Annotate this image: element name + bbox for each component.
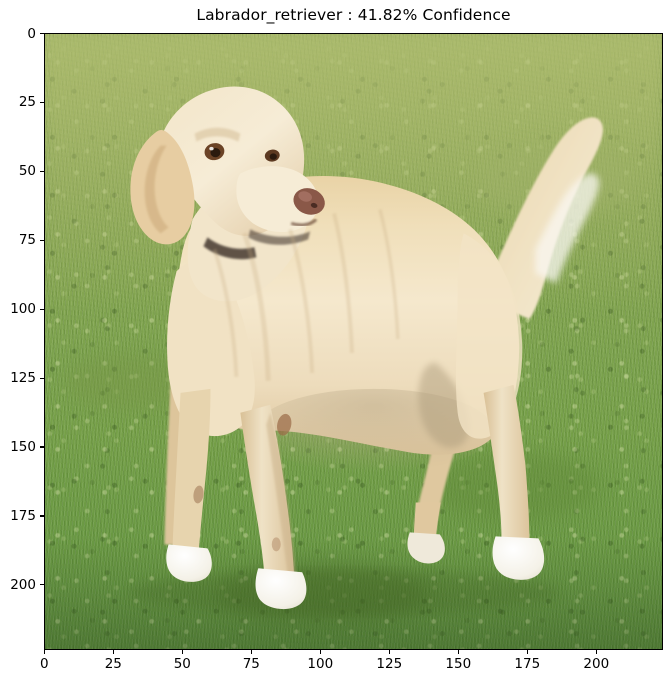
plot-title: Labrador_retriever : 41.82% Confidence [196,6,511,24]
dog-eye-far-pupil [269,153,277,160]
x-tick-label-200: 200 [583,656,610,672]
x-tick-25 [112,650,114,654]
dog-marking-elbow [277,413,292,436]
y-tick-label-75: 75 [18,232,36,249]
x-tick-label-0: 0 [40,656,49,672]
dog-near-front-leg [240,404,295,579]
y-tick-label-125: 125 [10,370,36,386]
dog-near-front-leg-shadow [266,412,297,579]
y-tick-50 [40,170,44,173]
y-tick-25 [40,101,44,104]
dog-photograph [45,34,662,649]
dog-front-leg-back [172,388,211,555]
image-axes [44,33,663,650]
x-tick-0 [43,650,45,654]
x-tick-50 [181,650,183,654]
x-tick-label-150: 150 [445,656,472,672]
y-tick-125 [40,377,44,379]
dog-marking-pastern [271,537,281,552]
y-tick-0 [40,33,44,35]
y-tick-label-50: 50 [18,163,36,180]
x-tick-200 [595,650,597,654]
x-tick-label-175: 175 [514,656,541,672]
dog-nostril [310,202,318,208]
dog-far-hind-paw [407,532,445,564]
x-tick-label-125: 125 [376,656,403,672]
x-tick-75 [250,650,252,654]
dog-marking-leg [193,485,204,504]
dog-ear-shading [144,145,169,234]
y-tick-175 [40,515,44,517]
y-tick-label-25: 25 [18,94,36,111]
dog-eye-near-pupil [210,148,221,158]
dog-near-hind-leg [483,384,530,543]
dog-muzzle [236,166,319,233]
y-tick-label-0: 0 [27,25,36,42]
y-tick-100 [40,308,44,310]
y-tick-label-100: 100 [10,301,36,318]
dog-front-paw-back [166,544,212,582]
dog-mouth-line [290,218,318,227]
dog-ear [130,129,195,245]
dog-tail [495,117,603,320]
dog-nose-highlight [298,191,312,202]
dog-eye-near-glint [209,146,214,151]
dog-brow-shading [194,127,241,142]
dog-near-front-paw [255,568,307,610]
y-tick-200 [40,584,44,586]
dog-tail-white-tip [535,173,600,284]
x-tick-150 [457,650,459,654]
y-tick-75 [40,239,44,241]
x-tick-label-25: 25 [104,656,122,672]
dog-ground-shadow [129,570,559,615]
x-tick-label-100: 100 [307,656,334,672]
x-tick-175 [526,650,528,654]
labrador-retriever-dog [45,34,662,649]
y-tick-150 [40,446,44,448]
dog-flank-shadow [418,362,470,448]
x-tick-label-50: 50 [173,656,191,672]
x-tick-label-75: 75 [242,656,260,672]
x-tick-100 [319,650,321,654]
dog-fur-texture [212,208,400,381]
dog-near-hind-paw [492,536,545,580]
y-tick-label-150: 150 [10,438,36,455]
y-tick-label-175: 175 [10,507,36,524]
y-tick-label-200: 200 [10,576,36,593]
dog-far-hind-lower [413,502,441,541]
x-tick-125 [388,650,390,654]
